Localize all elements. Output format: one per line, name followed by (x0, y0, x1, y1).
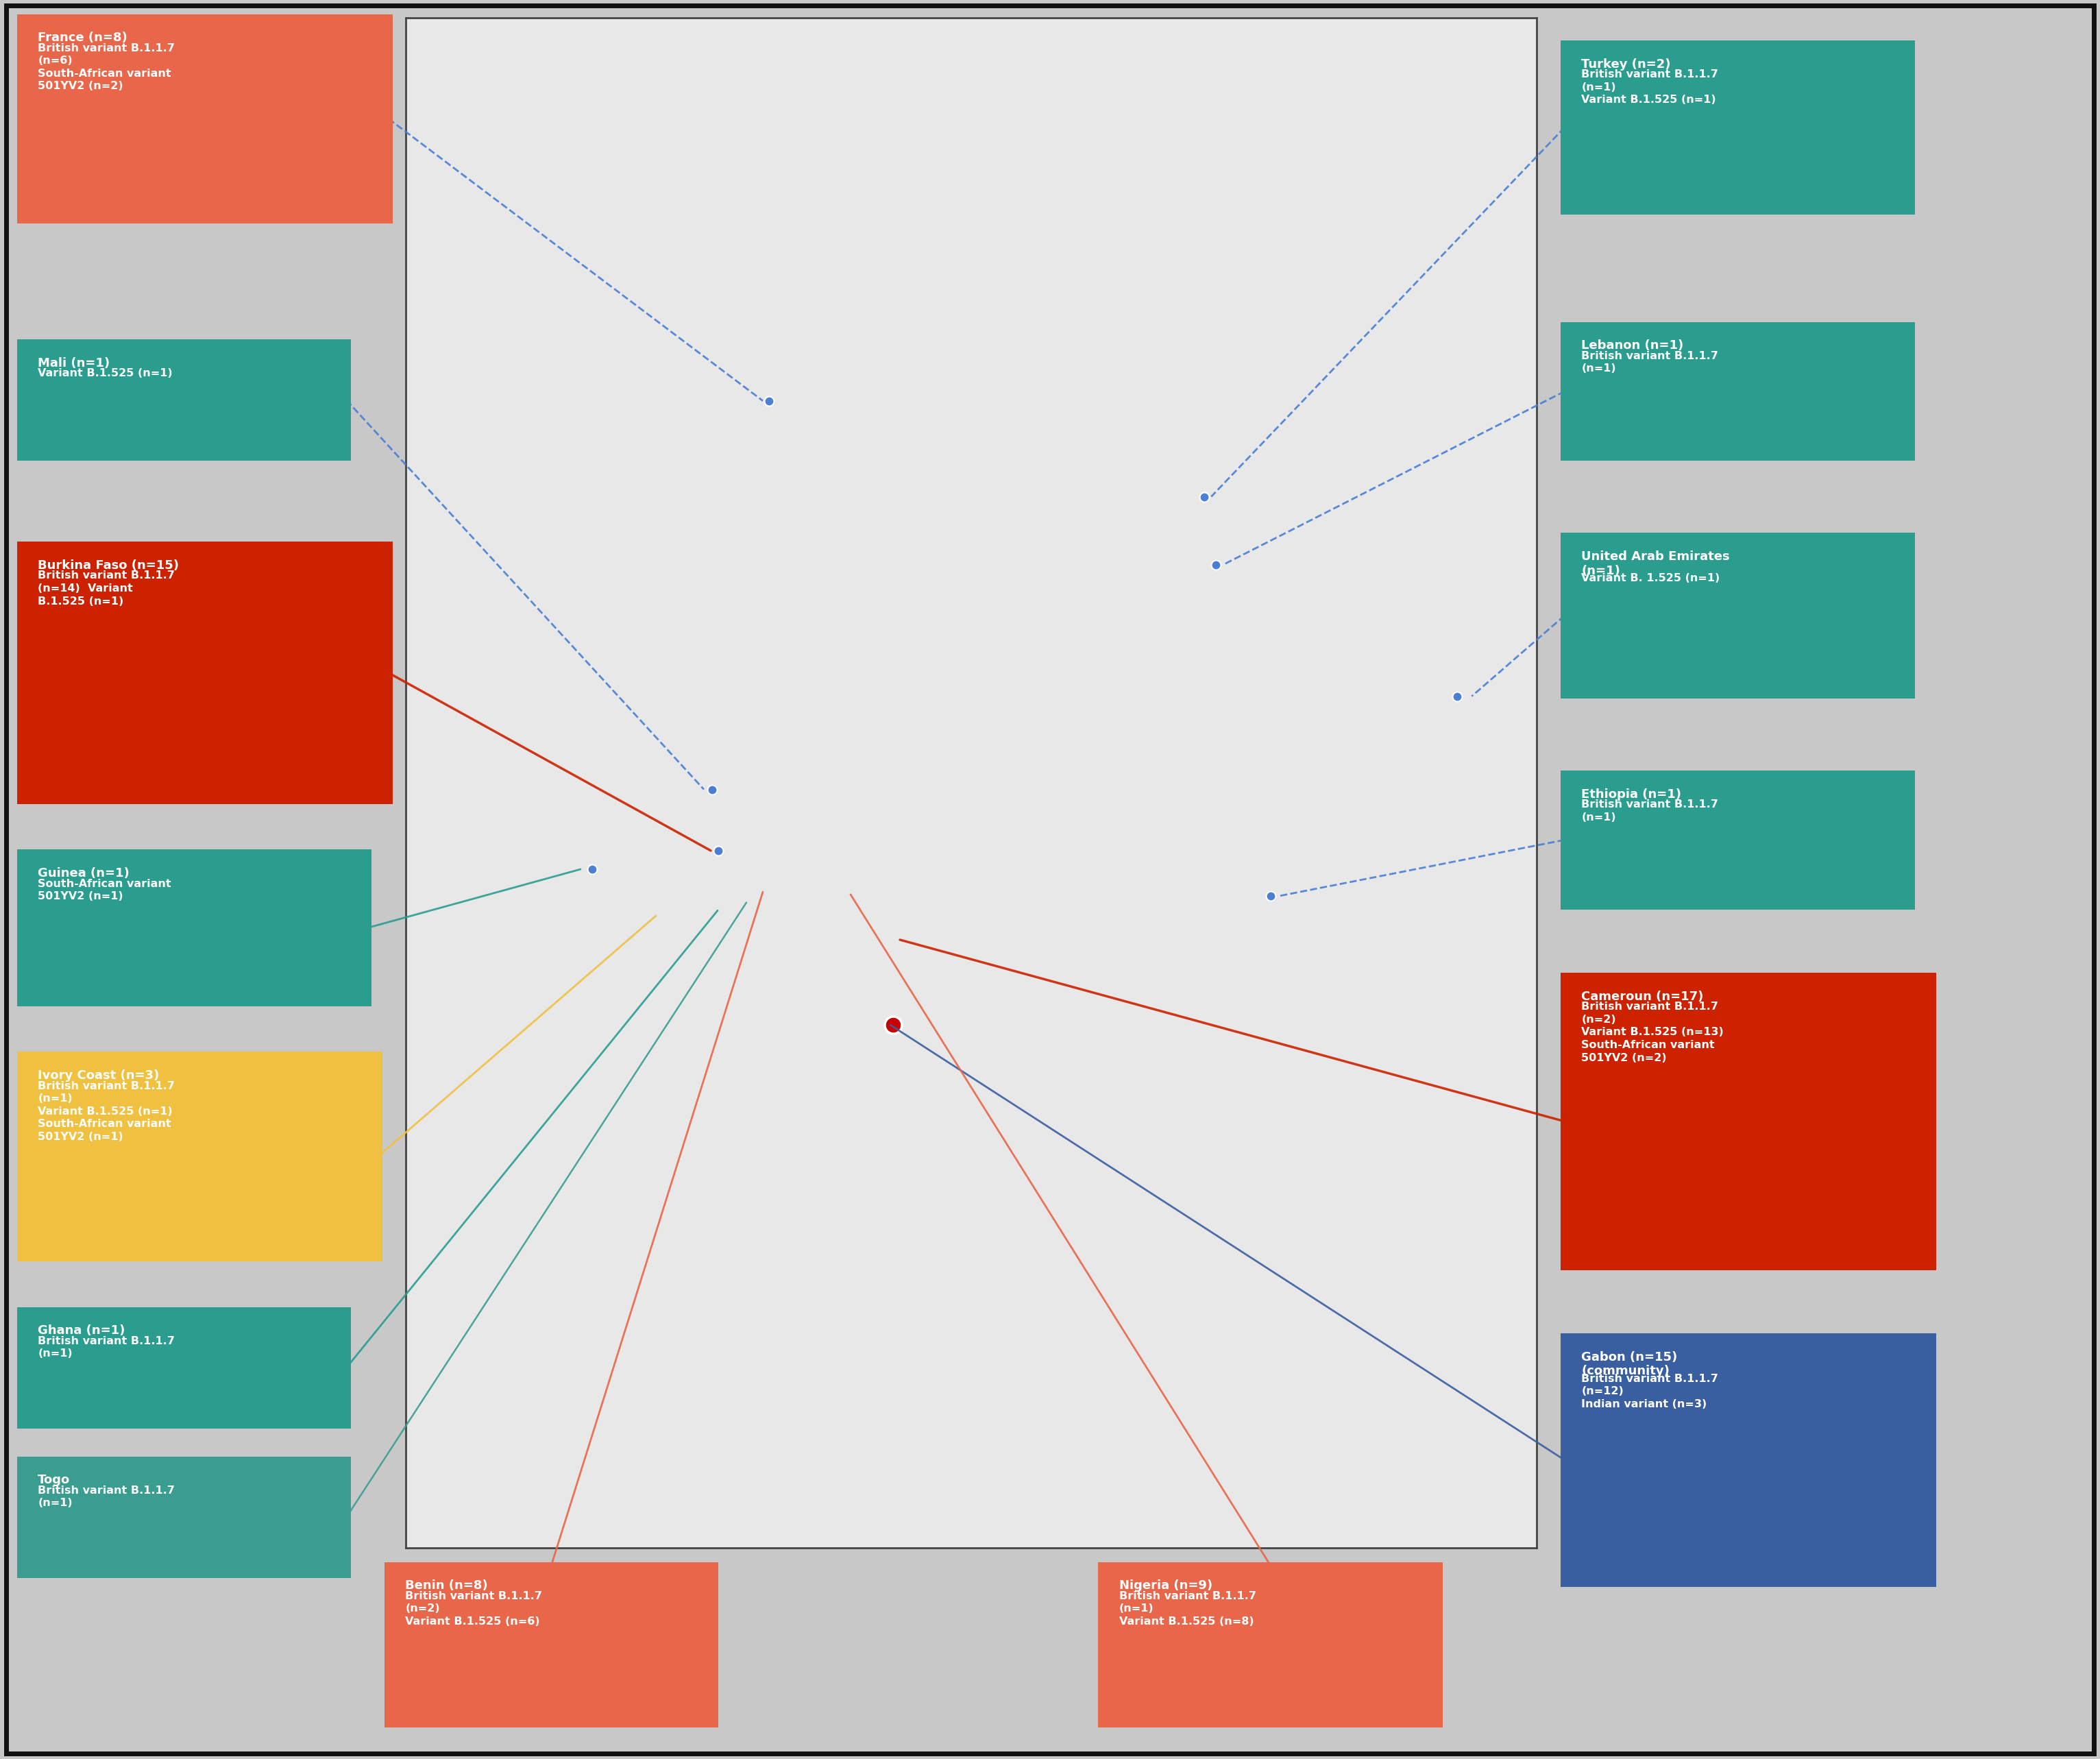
Text: South-African variant
501YV2 (n=1): South-African variant 501YV2 (n=1) (38, 878, 172, 902)
FancyBboxPatch shape (1560, 1333, 1936, 1587)
Text: British variant B.1.1.7
(n=1): British variant B.1.1.7 (n=1) (1581, 799, 1718, 823)
Text: Ghana (n=1): Ghana (n=1) (38, 1325, 126, 1337)
Text: United Arab Emirates
(n=1): United Arab Emirates (n=1) (1581, 551, 1730, 577)
FancyBboxPatch shape (1560, 770, 1915, 909)
Text: Nigeria (n=9): Nigeria (n=9) (1119, 1580, 1212, 1592)
FancyBboxPatch shape (17, 1307, 351, 1428)
Text: British variant B.1.1.7
(n=12)
Indian variant (n=3): British variant B.1.1.7 (n=12) Indian va… (1581, 1374, 1718, 1409)
Text: Gabon (n=15)
(community): Gabon (n=15) (community) (1581, 1351, 1678, 1377)
Text: British variant B.1.1.7
(n=14)  Variant
B.1.525 (n=1): British variant B.1.1.7 (n=14) Variant B… (38, 570, 174, 607)
FancyBboxPatch shape (1560, 322, 1915, 461)
FancyBboxPatch shape (1560, 533, 1915, 698)
Text: British variant B.1.1.7
(n=2)
Variant B.1.525 (n=6): British variant B.1.1.7 (n=2) Variant B.… (405, 1590, 542, 1627)
Text: British variant B.1.1.7
(n=2)
Variant B.1.525 (n=13)
South-African variant
501YV: British variant B.1.1.7 (n=2) Variant B.… (1581, 1001, 1724, 1062)
Text: British variant B.1.1.7
(n=1)
Variant B.1.525 (n=8): British variant B.1.1.7 (n=1) Variant B.… (1119, 1590, 1256, 1627)
Text: Cameroun (n=17): Cameroun (n=17) (1581, 990, 1703, 1003)
FancyBboxPatch shape (17, 850, 372, 1006)
FancyBboxPatch shape (384, 1562, 718, 1727)
Text: France (n=8): France (n=8) (38, 32, 128, 44)
Text: British variant B.1.1.7
(n=1)
Variant B.1.525 (n=1)
South-African variant
501YV2: British variant B.1.1.7 (n=1) Variant B.… (38, 1080, 174, 1142)
FancyBboxPatch shape (1098, 1562, 1443, 1727)
FancyBboxPatch shape (17, 1456, 351, 1578)
Text: Ethiopia (n=1): Ethiopia (n=1) (1581, 788, 1682, 800)
Text: Variant B. 1.525 (n=1): Variant B. 1.525 (n=1) (1581, 573, 1720, 584)
FancyBboxPatch shape (17, 542, 393, 804)
Text: Lebanon (n=1): Lebanon (n=1) (1581, 339, 1684, 352)
FancyBboxPatch shape (17, 14, 393, 223)
Text: British variant B.1.1.7
(n=6)
South-African variant
501YV2 (n=2): British variant B.1.1.7 (n=6) South-Afri… (38, 42, 174, 91)
Text: Benin (n=8): Benin (n=8) (405, 1580, 487, 1592)
Text: Mali (n=1): Mali (n=1) (38, 357, 109, 369)
Text: Variant B.1.525 (n=1): Variant B.1.525 (n=1) (38, 368, 172, 378)
Text: Burkina Faso (n=15): Burkina Faso (n=15) (38, 559, 178, 572)
Text: Ivory Coast (n=3): Ivory Coast (n=3) (38, 1069, 160, 1082)
Text: British variant B.1.1.7
(n=1): British variant B.1.1.7 (n=1) (38, 1485, 174, 1509)
Text: British variant B.1.1.7
(n=1)
Variant B.1.525 (n=1): British variant B.1.1.7 (n=1) Variant B.… (1581, 69, 1718, 106)
FancyBboxPatch shape (1560, 973, 1936, 1270)
FancyBboxPatch shape (17, 1052, 382, 1261)
Text: British variant B.1.1.7
(n=1): British variant B.1.1.7 (n=1) (38, 1335, 174, 1360)
Text: British variant B.1.1.7
(n=1): British variant B.1.1.7 (n=1) (1581, 350, 1718, 375)
FancyBboxPatch shape (1560, 40, 1915, 215)
FancyBboxPatch shape (17, 339, 351, 461)
Text: Guinea (n=1): Guinea (n=1) (38, 867, 130, 880)
Text: Togo: Togo (38, 1474, 69, 1486)
Text: Turkey (n=2): Turkey (n=2) (1581, 58, 1672, 70)
